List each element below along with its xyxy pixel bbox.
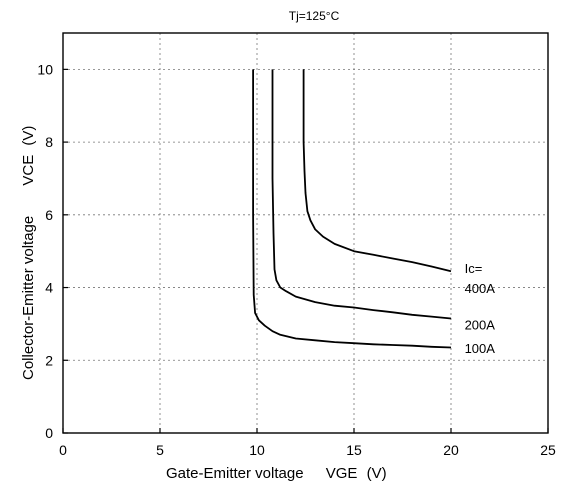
y-tick-label: 0 (45, 425, 53, 441)
series-line-100a (252, 69, 452, 349)
y-axis-label: Collector-Emitter voltage VCE (V) (20, 126, 37, 380)
chart-title: Tj=125°C (289, 9, 340, 23)
annotation-label: Ic= (465, 261, 483, 276)
plot-frame (62, 32, 549, 434)
y-tick-label: 4 (45, 280, 53, 296)
y-axis-label-text: Collector-Emitter voltage (20, 216, 37, 380)
y-tick-label: 2 (45, 352, 53, 368)
x-axis-ticks: 0 5 10 15 20 25 (59, 428, 556, 458)
x-tick-label: 10 (249, 442, 265, 458)
annotation-label: 200A (465, 317, 496, 332)
y-axis-label-symbol: VCE (20, 155, 37, 186)
annotation-label: 100A (465, 341, 496, 356)
annotation-label: 400A (465, 281, 496, 296)
x-axis-label-symbol: VGE (326, 465, 358, 482)
x-tick-label: 20 (443, 442, 459, 458)
y-tick-label: 10 (37, 61, 53, 77)
x-axis-label-unit: (V) (367, 465, 387, 482)
y-tick-label: 8 (45, 134, 53, 150)
x-tick-label: 25 (540, 442, 556, 458)
series-line-200a (271, 69, 452, 320)
y-axis-ticks: 0 2 4 6 8 10 (37, 61, 68, 441)
x-tick-label: 5 (156, 442, 164, 458)
grid-lines (63, 33, 548, 433)
series-group (252, 69, 452, 349)
y-axis-label-unit: (V) (20, 126, 37, 146)
x-tick-label: 0 (59, 442, 67, 458)
x-axis-label-text: Gate-Emitter voltage (166, 465, 304, 482)
x-tick-label: 15 (346, 442, 362, 458)
annotation-group: Ic= 400A 200A 100A (465, 261, 496, 356)
series-line-400a (302, 69, 452, 273)
x-axis-label: Gate-Emitter voltage VGE (V) (166, 465, 387, 482)
y-tick-label: 6 (45, 207, 53, 223)
